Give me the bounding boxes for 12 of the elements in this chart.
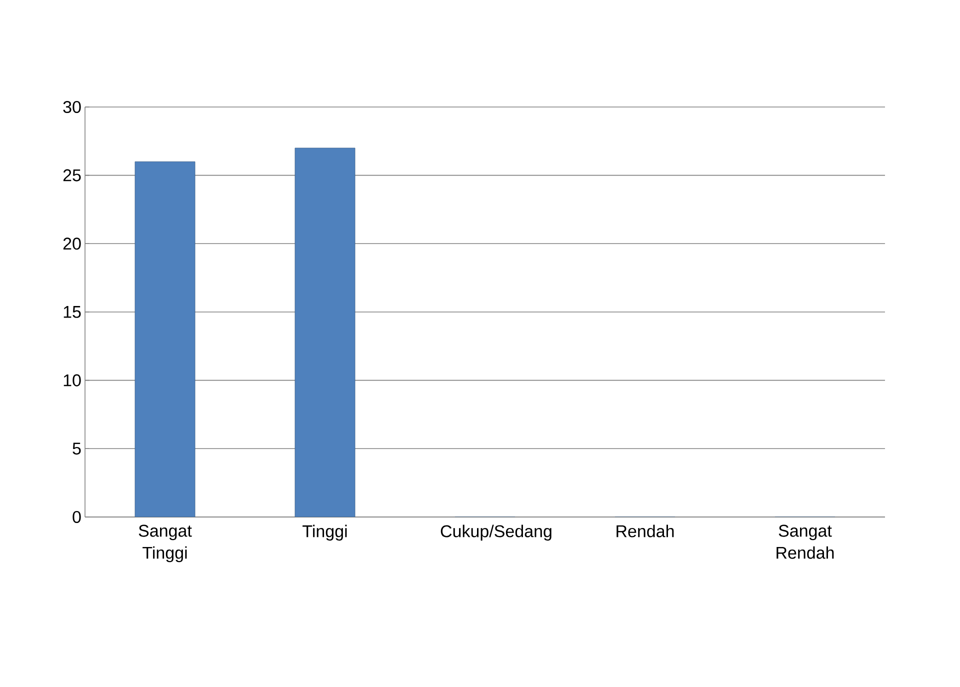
y-tick-label: 0 (72, 510, 81, 524)
x-tick-label: Tinggi (302, 524, 347, 541)
x-tick-label: Sangat Tinggi (138, 524, 192, 562)
x-tick-label: Sangat Rendah (776, 524, 834, 559)
y-tick-label: 25 (63, 169, 81, 182)
y-tick-label: 10 (64, 374, 81, 386)
y-tick-label: 15 (64, 306, 81, 318)
y-tick-label: 20 (63, 238, 81, 250)
y-tick-label: 5 (72, 442, 81, 455)
y-tick-label: 30 (63, 100, 81, 114)
x-tick-label: Cukup/Sedang (440, 524, 552, 541)
x-tick-label: Rendah (616, 524, 674, 538)
